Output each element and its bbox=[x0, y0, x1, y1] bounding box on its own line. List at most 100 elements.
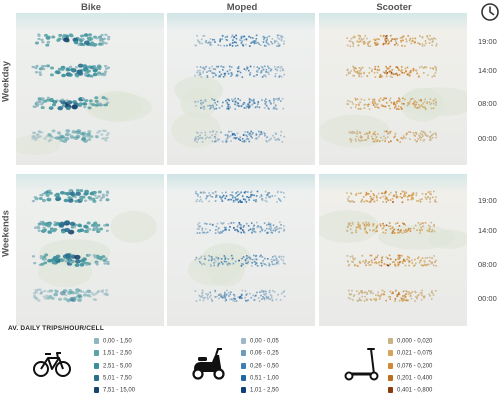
density-cell bbox=[196, 71, 198, 74]
density-cell bbox=[280, 38, 283, 41]
density-cell bbox=[216, 100, 219, 103]
density-cell bbox=[92, 298, 96, 301]
density-cell bbox=[380, 104, 383, 107]
density-cell bbox=[424, 40, 427, 42]
density-cell bbox=[95, 261, 99, 265]
density-cell bbox=[369, 45, 372, 48]
density-cell bbox=[39, 255, 43, 258]
density-cell bbox=[255, 134, 258, 136]
density-cell bbox=[385, 263, 388, 266]
density-cell bbox=[255, 255, 258, 257]
density-cell bbox=[65, 99, 69, 102]
density-cell bbox=[390, 101, 393, 104]
density-cell bbox=[37, 299, 41, 302]
density-cell bbox=[61, 73, 66, 78]
density-cell bbox=[215, 104, 218, 106]
density-cell bbox=[394, 132, 397, 135]
density-cell bbox=[391, 232, 394, 234]
density-cell bbox=[106, 260, 110, 264]
density-cell bbox=[212, 106, 214, 108]
density-cell bbox=[385, 197, 388, 199]
density-cell bbox=[409, 138, 411, 140]
density-cell bbox=[211, 192, 214, 194]
density-cell bbox=[274, 68, 277, 71]
density-cell bbox=[352, 223, 354, 225]
density-cell bbox=[394, 38, 396, 41]
density-cell bbox=[361, 39, 363, 41]
density-cell bbox=[411, 291, 414, 293]
density-cell bbox=[277, 34, 280, 37]
density-cell bbox=[237, 65, 240, 68]
density-cell bbox=[235, 41, 238, 44]
density-cell bbox=[369, 195, 372, 198]
density-cell bbox=[201, 140, 204, 143]
density-cell bbox=[204, 131, 207, 134]
density-cell bbox=[368, 224, 370, 227]
density-cell bbox=[241, 40, 243, 43]
density-cell bbox=[368, 264, 371, 266]
density-cell bbox=[392, 201, 394, 203]
density-cell bbox=[396, 74, 399, 77]
density-cell bbox=[75, 288, 80, 292]
density-cell bbox=[206, 75, 209, 77]
density-cell bbox=[280, 39, 283, 42]
density-cell bbox=[389, 65, 392, 68]
density-cell bbox=[415, 132, 418, 134]
density-cell bbox=[97, 289, 101, 293]
density-cell bbox=[50, 296, 55, 300]
density-cell bbox=[52, 103, 57, 107]
density-cell bbox=[429, 190, 432, 193]
density-cell bbox=[403, 191, 406, 193]
density-cell bbox=[351, 255, 354, 257]
density-cell bbox=[245, 262, 247, 264]
density-cell bbox=[347, 71, 350, 73]
density-cell bbox=[208, 254, 211, 257]
density-cell bbox=[387, 67, 390, 70]
density-cell bbox=[214, 232, 217, 234]
density-cell bbox=[356, 290, 358, 292]
density-cell bbox=[236, 195, 238, 197]
density-cell bbox=[235, 300, 238, 302]
density-cell bbox=[422, 67, 425, 69]
density-cell bbox=[372, 224, 374, 227]
density-cell bbox=[354, 36, 356, 39]
density-cell bbox=[419, 132, 422, 135]
density-cell bbox=[239, 201, 242, 203]
density-cell bbox=[95, 36, 99, 40]
density-cell bbox=[63, 37, 70, 43]
density-cell bbox=[414, 106, 416, 109]
density-cell bbox=[363, 300, 366, 302]
density-cell bbox=[368, 131, 371, 133]
density-cell bbox=[69, 261, 73, 264]
density-cell bbox=[371, 68, 374, 71]
density-cell bbox=[253, 298, 256, 301]
density-cell bbox=[104, 67, 109, 70]
density-cell bbox=[352, 295, 355, 298]
density-cell bbox=[259, 291, 261, 294]
density-cell bbox=[406, 291, 409, 293]
density-cell bbox=[243, 140, 246, 142]
density-cell bbox=[360, 137, 362, 139]
density-cell bbox=[352, 132, 355, 135]
density-cell bbox=[219, 44, 222, 47]
density-cell bbox=[274, 132, 277, 135]
density-cell bbox=[35, 101, 39, 104]
density-cell bbox=[194, 258, 197, 261]
density-cell bbox=[218, 227, 220, 229]
density-cell bbox=[393, 195, 396, 198]
density-cell bbox=[206, 136, 208, 139]
density-cell bbox=[368, 98, 370, 101]
density-cell bbox=[353, 131, 356, 134]
density-cell bbox=[378, 140, 381, 143]
density-cell bbox=[259, 44, 262, 46]
density-cell bbox=[220, 222, 222, 224]
density-cell bbox=[205, 232, 207, 234]
density-cell bbox=[282, 230, 285, 232]
density-cell bbox=[212, 192, 215, 194]
density-cell bbox=[85, 263, 89, 266]
density-cell bbox=[375, 136, 378, 138]
density-cell bbox=[273, 107, 276, 110]
density-cell bbox=[429, 225, 431, 228]
density-cell bbox=[359, 132, 362, 134]
density-cell bbox=[427, 74, 429, 76]
